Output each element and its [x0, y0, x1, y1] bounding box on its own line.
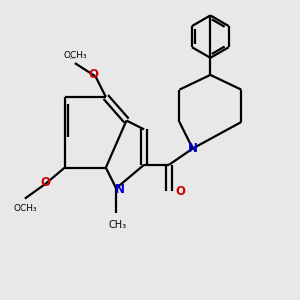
Text: N: N [115, 183, 125, 196]
Text: OCH₃: OCH₃ [63, 51, 87, 60]
Text: methoxy: methoxy [70, 58, 76, 59]
Text: O: O [176, 185, 186, 198]
Text: O: O [88, 68, 98, 81]
Text: CH₃: CH₃ [109, 220, 127, 230]
Text: O: O [40, 176, 50, 189]
Text: OCH₃: OCH₃ [13, 204, 37, 213]
Text: N: N [188, 142, 198, 155]
